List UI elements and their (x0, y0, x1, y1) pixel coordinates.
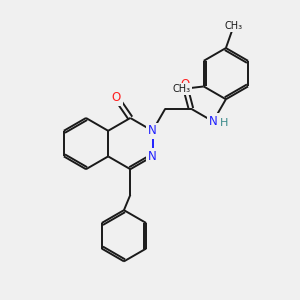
Text: N: N (148, 124, 157, 137)
Text: O: O (180, 78, 189, 91)
Text: N: N (209, 115, 218, 128)
Text: CH₃: CH₃ (224, 21, 243, 31)
Text: N: N (148, 150, 157, 163)
Text: O: O (112, 91, 121, 104)
Text: H: H (220, 118, 228, 128)
Text: CH₃: CH₃ (173, 84, 191, 94)
